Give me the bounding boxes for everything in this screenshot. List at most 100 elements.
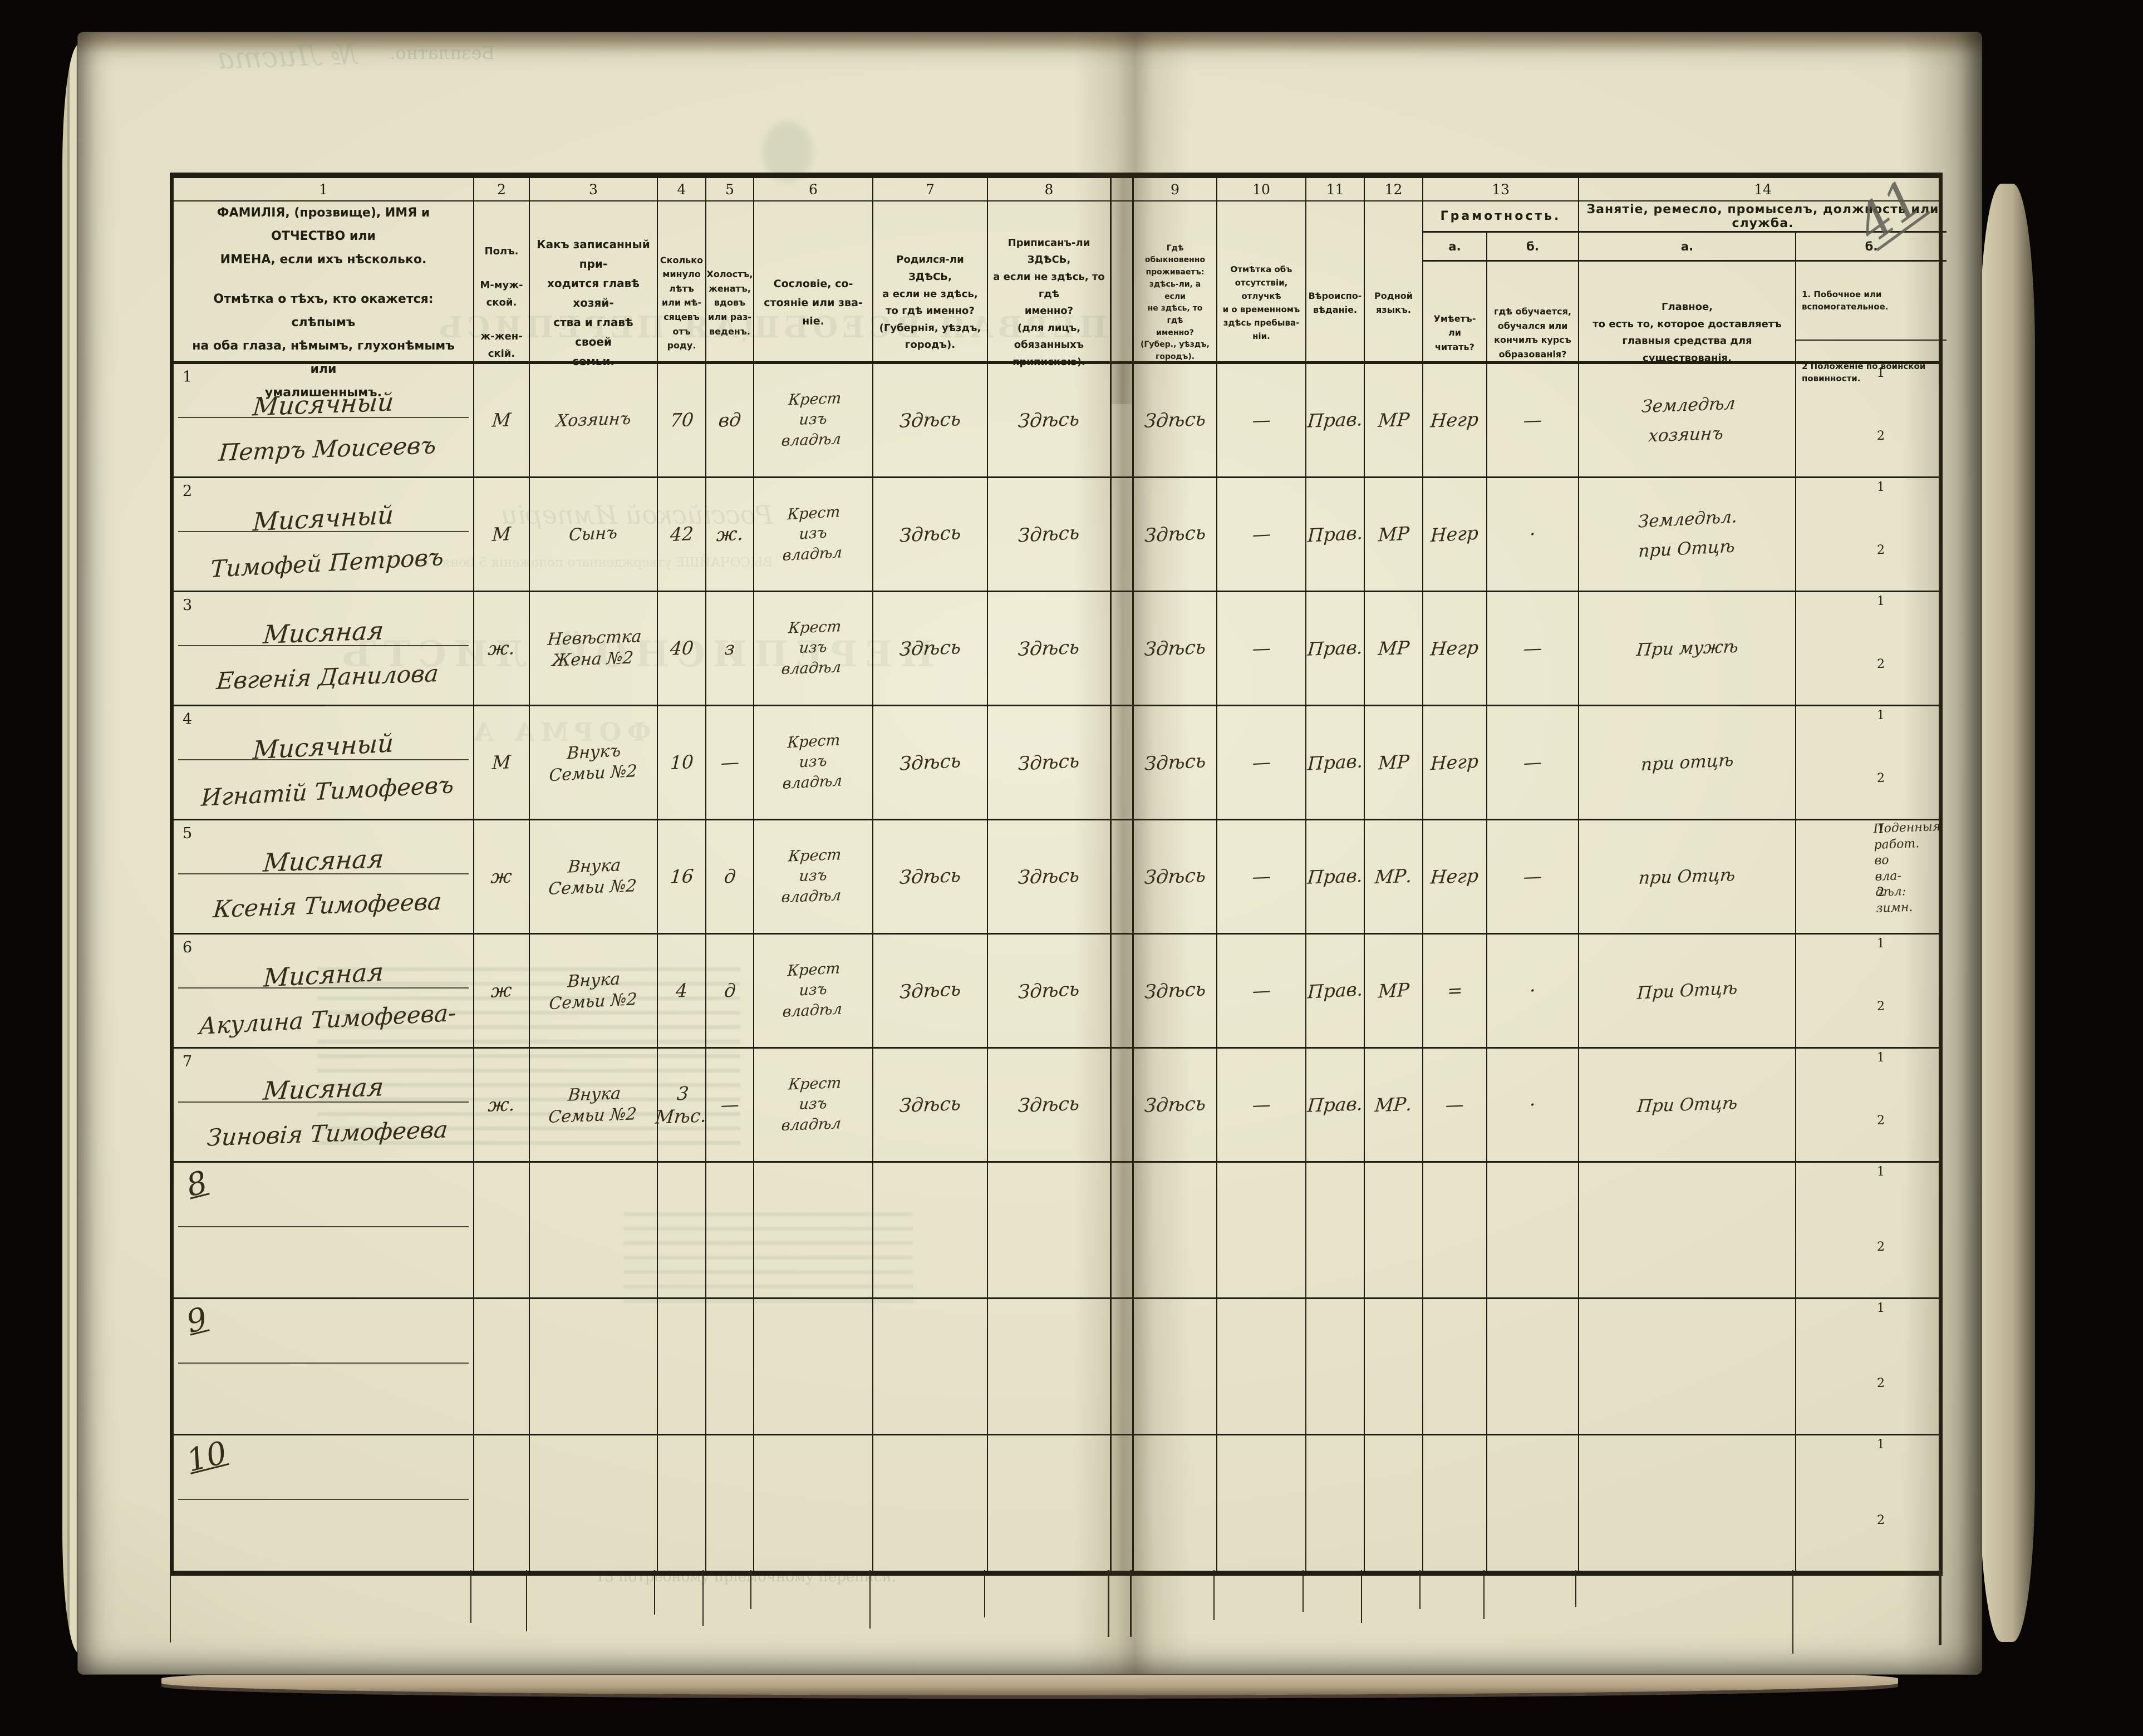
language-cell: МР [1365, 478, 1423, 591]
header-born-here: Родился-ли ЗДѢСЬ, а если не здѣсь, то гд… [873, 201, 988, 405]
estate-cell: Крест изъ владѣл [754, 478, 873, 591]
table-row: 10 1 2 [174, 1434, 1939, 1572]
language-handwriting: МР [1377, 978, 1410, 1002]
age-cell [658, 1435, 706, 1571]
resides-handwriting: Здѣсь [1143, 864, 1207, 889]
religion-handwriting: Прав. [1306, 864, 1364, 889]
education-handwriting: · [1529, 980, 1536, 1002]
occupation-handwriting: Земледѣл хозяинъ [1640, 394, 1736, 446]
census-table: 1 2 3 4 5 6 7 8 9 10 11 12 13 14 ФАМИЛІЯ… [170, 173, 1947, 1576]
literacy-handwriting: Негр [1430, 522, 1480, 547]
sex-cell: М [474, 706, 530, 819]
education-cell: · [1487, 478, 1579, 591]
subrow-1-label: 1 [1877, 823, 1885, 837]
header-side-occupation: 1. Побочное или вспомогательное. [1796, 262, 1947, 341]
header-military-status: 2 Положеніе по воинской повинности. [1802, 361, 1926, 384]
relation-cell: Внука Семьи №2 [530, 935, 658, 1047]
surname-handwriting: Мисяная [262, 615, 385, 650]
literacy-cell: — [1423, 1049, 1487, 1161]
header-absence: Отмѣтка объ отсутствіи, отлучкѣ и о врем… [1217, 201, 1306, 405]
subrow-2-label: 2 [1877, 771, 1885, 786]
header-name-column: ФАМИЛІЯ, (прозвище), ИМЯ и ОТЧЕСТВО или … [174, 201, 474, 405]
bleed-top-left-text: № Листа [217, 37, 358, 76]
marital-handwriting: — [720, 751, 740, 774]
absence-cell: — [1217, 364, 1306, 476]
name-cell: 6 Мисяная Акулина Тимофеева- [174, 935, 474, 1047]
education-handwriting: — [1523, 751, 1542, 774]
sex-cell [474, 1163, 530, 1297]
marital-cell [706, 1299, 754, 1434]
age-handwriting: 42 [669, 523, 694, 546]
literacy-handwriting: Негр [1430, 750, 1480, 775]
given-name-handwriting: Акулина Тимофеева- [198, 999, 456, 1040]
table-row: 8 1 2 [174, 1163, 1939, 1299]
age-handwriting: 16 [669, 865, 695, 888]
born-here-cell: Здѣсь [873, 364, 988, 476]
registered-here-cell: Здѣсь [988, 935, 1112, 1047]
sex-cell [474, 1299, 530, 1434]
table-row: 1 Мисячный Петръ Моисеевъ М Хозяинъ 70 в… [174, 364, 1939, 478]
col-number-2: 2 [474, 178, 530, 200]
gutter-fold [1112, 1435, 1134, 1571]
gutter-fold [1112, 706, 1134, 819]
estate-handwriting: Крест изъ владѣл [780, 1074, 843, 1135]
literacy-cell: Негр [1423, 820, 1487, 933]
occupation-handwriting: При мужѣ [1635, 636, 1739, 660]
name-cell: 7 Мисяная Зиновія Тимофеева [174, 1049, 474, 1161]
religion-cell: Прав. [1306, 478, 1365, 591]
side-occupation-cell: 1 2 [1796, 592, 1947, 705]
relation-cell: Сынъ [530, 478, 658, 591]
absence-cell [1217, 1435, 1306, 1571]
occupation-handwriting: при Отцѣ [1638, 864, 1737, 888]
resides-cell [1134, 1299, 1217, 1434]
header-can-read: Умѣетъ- ли читать? [1423, 262, 1487, 405]
row-number-printed: 7 [183, 1053, 193, 1070]
given-name-handwriting: Зиновія Тимофеева [205, 1115, 449, 1152]
header-occupation-b-label: б. [1865, 239, 1878, 253]
table-row: 5 Мисяная Ксенія Тимофеева ж Внука Семьи… [174, 820, 1941, 935]
literacy-handwriting: Негр [1429, 408, 1480, 432]
estate-cell [754, 1163, 873, 1297]
born-here-cell: Здѣсь [873, 935, 988, 1047]
born-handwriting: Здѣсь [898, 864, 962, 889]
registered-here-cell: Здѣсь [988, 364, 1112, 476]
name-cell: 8 [174, 1163, 474, 1297]
header-name-line1: ФАМИЛІЯ, (прозвище), ИМЯ и ОТЧЕСТВО или … [217, 206, 430, 267]
subrow-2-label: 2 [1877, 1000, 1885, 1014]
born-here-cell: Здѣсь [873, 478, 988, 591]
header-literacy-a-label: а. [1423, 233, 1487, 260]
header-occupation-group: Занятіе, ремесло, промыселъ, должность и… [1579, 201, 1947, 405]
name-cell: 5 Мисяная Ксенія Тимофеева [174, 820, 474, 933]
education-cell: — [1487, 364, 1579, 476]
side-occupation-cell: 1 2 [1796, 1049, 1947, 1161]
education-cell [1487, 1163, 1579, 1297]
side-occupation-cell: 1 Поденныя работ. во вла- дѣл: зимн. 2 [1796, 820, 1947, 933]
gutter-fold [1112, 820, 1134, 933]
subrow-2-label: 2 [1877, 1114, 1885, 1128]
writing-guide-line [178, 873, 469, 874]
table-row: 6 Мисяная Акулина Тимофеева- ж Внука Сем… [174, 935, 1939, 1049]
table-row: 2 Мисячный Тимофей Петровъ М Сынъ 42 ж. … [174, 478, 1939, 592]
language-cell [1365, 1299, 1423, 1434]
education-cell: · [1487, 935, 1579, 1047]
language-handwriting: МР [1377, 750, 1410, 774]
writing-guide-line [178, 530, 469, 532]
religion-cell: Прав. [1306, 1049, 1365, 1161]
literacy-cell: Негр [1423, 706, 1487, 819]
age-cell [658, 1299, 706, 1434]
resides-cell: Здѣсь [1134, 706, 1217, 819]
religion-handwriting: Прав. [1306, 408, 1364, 432]
religion-handwriting: Прав. [1307, 522, 1363, 547]
sex-cell: М [474, 478, 530, 591]
subrow-1-label: 1 [1877, 480, 1885, 494]
header-occupation-main: Главное, то есть то, которое доставляетъ… [1579, 262, 1796, 405]
relation-cell [530, 1435, 658, 1571]
registered-here-cell: Здѣсь [988, 592, 1112, 705]
subrow-1-label: 1 [1877, 1165, 1885, 1179]
registered-here-cell: Здѣсь [988, 820, 1112, 933]
marital-handwriting: ж. [716, 523, 744, 546]
given-name-handwriting: Игнатій Тимофеевъ [200, 770, 454, 812]
age-cell: 3 Мѣс. [654, 1049, 707, 1161]
absence-handwriting: — [1251, 751, 1271, 774]
row-number-handwritten: 10 [183, 1434, 231, 1479]
